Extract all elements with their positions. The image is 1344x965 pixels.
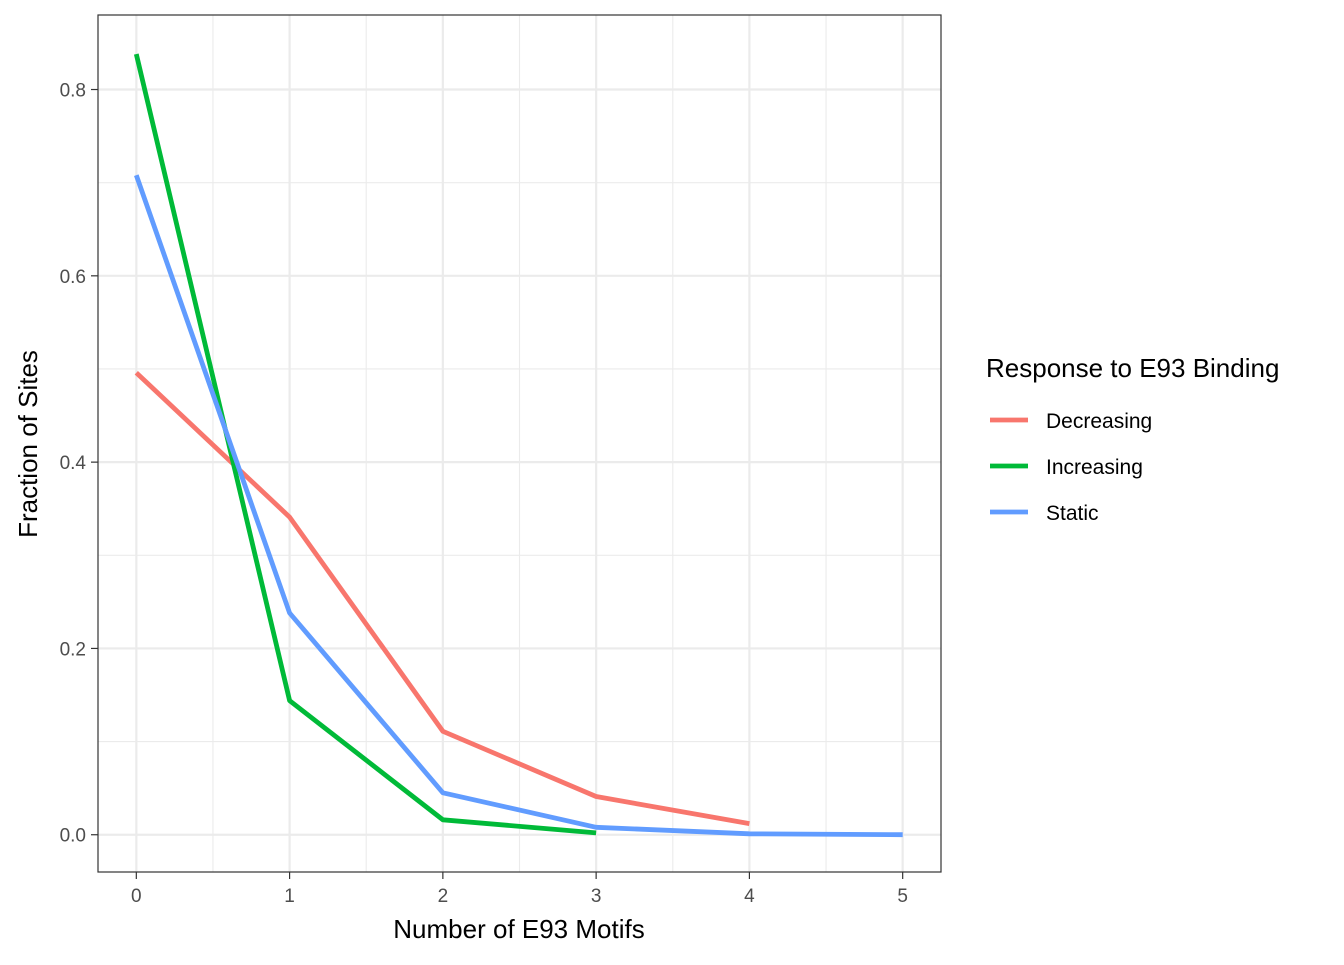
x-tick-label: 4 <box>744 886 755 907</box>
legend: Response to E93 Binding Decreasing Increa… <box>986 353 1279 525</box>
series-lines <box>133 53 903 838</box>
legend-item-static: Static <box>990 502 1099 525</box>
x-tick-label: 5 <box>897 886 908 907</box>
legend-label: Increasing <box>1046 456 1143 479</box>
plot-panel-border <box>97 14 942 873</box>
x-tick-label: 0 <box>131 886 142 907</box>
y-tick-label: 0.2 <box>60 639 86 660</box>
x-axis-ticks: 0 1 2 3 4 5 <box>131 872 908 907</box>
x-axis-title: Number of E93 Motifs <box>393 914 644 944</box>
y-tick-label: 0.8 <box>60 81 86 102</box>
major-gridlines <box>98 15 941 872</box>
series-line-static <box>134 174 903 838</box>
y-axis-title: Fraction of Sites <box>13 350 43 538</box>
series-line-increasing <box>133 53 597 836</box>
y-tick-label: 0.6 <box>60 267 86 288</box>
legend-label: Static <box>1046 502 1099 525</box>
minor-gridlines <box>98 15 941 872</box>
legend-title: Response to E93 Binding <box>986 353 1279 383</box>
x-tick-label: 3 <box>591 886 602 907</box>
x-tick-label: 2 <box>438 886 449 907</box>
y-tick-label: 0.4 <box>60 453 87 474</box>
legend-item-increasing: Increasing <box>990 456 1143 479</box>
legend-label: Decreasing <box>1046 410 1152 433</box>
x-tick-label: 1 <box>284 886 295 907</box>
y-tick-label: 0.0 <box>60 826 86 847</box>
legend-item-decreasing: Decreasing <box>990 410 1152 433</box>
y-axis-ticks: 0.0 0.2 0.4 0.6 0.8 <box>60 81 98 847</box>
